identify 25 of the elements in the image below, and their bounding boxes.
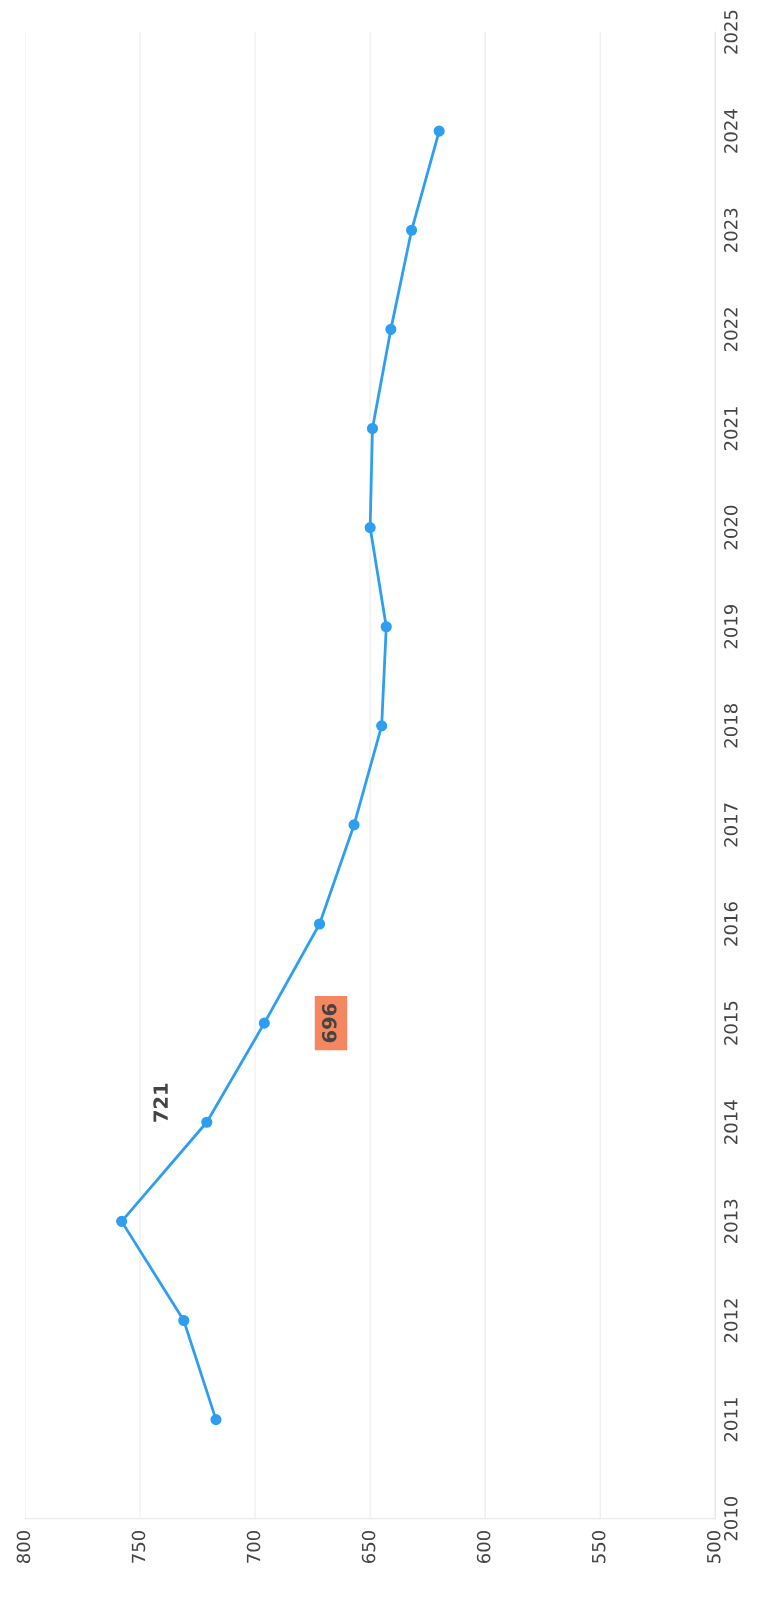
x-tick-label: 500 <box>706 1531 721 1563</box>
y-tick-label: 2012 <box>723 1299 738 1343</box>
y-tick-label: 2021 <box>723 407 738 451</box>
y-tick-label: 2018 <box>723 704 738 748</box>
data-label: 696 <box>321 1003 337 1043</box>
y-tick-label: 2011 <box>723 1398 738 1442</box>
data-label: 721 <box>153 1083 168 1122</box>
x-tick-label: 800 <box>16 1531 31 1564</box>
x-tick-label: 650 <box>361 1531 376 1564</box>
y-tick-label: 2017 <box>723 803 738 847</box>
y-tick-label: 2015 <box>723 1001 738 1045</box>
y-tick-label: 2024 <box>723 109 738 153</box>
y-tick-label: 2013 <box>723 1199 738 1244</box>
y-tick-label: 2016 <box>723 902 738 946</box>
x-tick-label: 600 <box>476 1531 491 1564</box>
x-tick-label: 700 <box>246 1531 261 1563</box>
y-tick-label: 2025 <box>723 10 738 54</box>
x-tick-label: 750 <box>131 1531 146 1563</box>
y-tick-label: 2020 <box>723 505 738 550</box>
y-tick-label: 2014 <box>723 1100 738 1144</box>
y-tick-label: 2010 <box>723 1496 738 1541</box>
y-tick-label: 2023 <box>723 208 738 252</box>
x-tick-label: 550 <box>591 1531 606 1563</box>
y-tick-label: 2019 <box>723 605 738 649</box>
y-tick-label: 2022 <box>723 308 738 352</box>
